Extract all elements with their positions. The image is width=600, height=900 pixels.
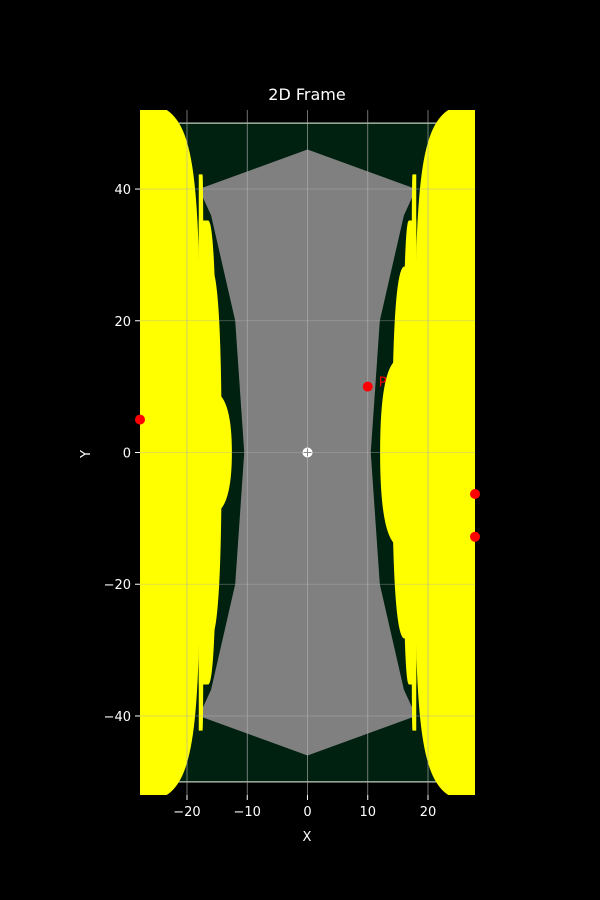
- chart-title: 2D Frame: [268, 85, 345, 104]
- y-tick-label: −40: [104, 710, 131, 725]
- y-tick-label: 20: [114, 315, 131, 330]
- x-axis-label: X: [303, 830, 312, 845]
- point-label-P: P: [379, 376, 387, 391]
- x-tick-label: 20: [420, 805, 437, 820]
- x-tick-label: −20: [173, 805, 200, 820]
- point-edge-2: [470, 531, 480, 542]
- y-axis-label: Y: [79, 450, 94, 459]
- data-points: P: [135, 376, 480, 542]
- axes: −20 −10 0 10 20 −40 −20 0 20 40: [104, 183, 437, 820]
- x-tick-label: −10: [234, 805, 261, 820]
- x-tick-label: 0: [303, 805, 311, 820]
- y-tick-label: 0: [123, 447, 131, 462]
- x-tick-label: 10: [359, 805, 376, 820]
- y-tick-label: −20: [104, 578, 131, 593]
- point-P: [362, 381, 373, 392]
- point-edge-3: [135, 414, 145, 425]
- point-edge-1: [470, 488, 480, 499]
- y-tick-label: 40: [114, 183, 131, 198]
